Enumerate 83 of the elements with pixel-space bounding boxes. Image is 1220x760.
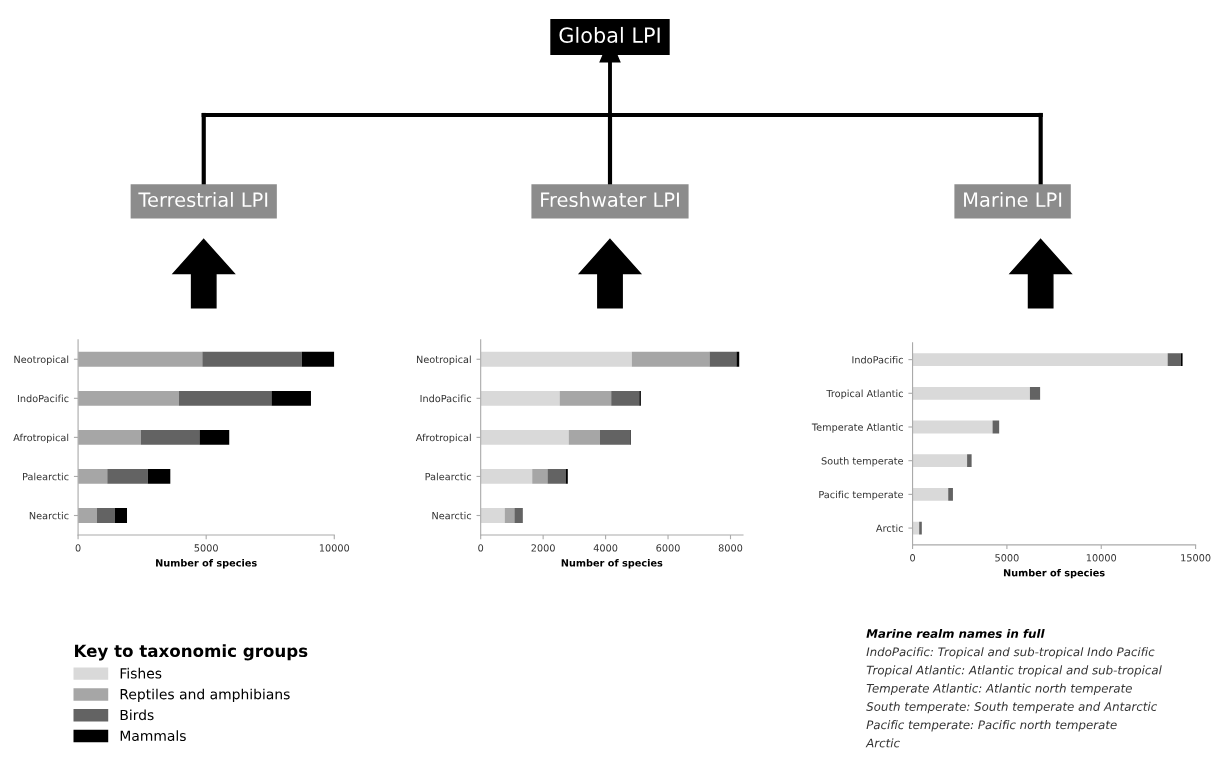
- bar: [599, 429, 631, 445]
- bar: [1029, 386, 1041, 400]
- bar: [1167, 353, 1181, 367]
- bar: [547, 469, 566, 484]
- x-tick-label: 0: [910, 554, 916, 562]
- text: Global LPI: [559, 26, 660, 44]
- bar: [114, 508, 128, 523]
- chart-title: Marine LPI: [964, 191, 1062, 208]
- legend-label: Mammals: [120, 730, 186, 742]
- bar: [967, 454, 972, 468]
- text: Marine realm names in full: [866, 628, 1045, 639]
- x-tick-label: 0: [478, 544, 484, 552]
- bar: [912, 353, 1168, 367]
- y-tick-label: Temperate Atlantic: [811, 423, 903, 433]
- x-tick-label: 2000: [531, 544, 555, 552]
- bar: [919, 521, 922, 535]
- bar: [912, 386, 1030, 400]
- x-tick-label: 10000: [319, 544, 350, 552]
- bar: [514, 508, 523, 523]
- bar: [301, 351, 335, 367]
- x-axis-title: Number of species: [156, 559, 257, 569]
- x-tick-label: 4000: [593, 544, 618, 552]
- bar: [107, 469, 148, 484]
- bar: [709, 351, 737, 367]
- y-tick-label: Palearctic: [425, 472, 472, 481]
- bar: [480, 390, 560, 406]
- text: Pacific temperate: Pacific north temperate: [866, 720, 1117, 732]
- y-tick-label: Nearctic: [432, 511, 472, 520]
- chart-title: Freshwater LPI: [541, 191, 679, 208]
- text: Tropical Atlantic: Atlantic tropical and sub-tropical: [866, 665, 1162, 677]
- bar: [504, 508, 515, 523]
- bar: [199, 429, 230, 445]
- bar: [568, 429, 600, 445]
- y-tick-label: Arctic: [875, 524, 903, 532]
- x-tick-label: 6000: [656, 544, 680, 552]
- y-tick-label: South temperate: [821, 456, 904, 467]
- bar: [912, 454, 968, 468]
- legend-label: Reptiles and amphibians: [120, 688, 290, 703]
- x-tick-label: 5000: [995, 554, 1019, 562]
- legend-title: Key to taxonomic groups: [75, 644, 308, 661]
- bar: [480, 351, 632, 367]
- bar: [948, 487, 953, 501]
- x-axis-title: Number of species: [1003, 568, 1105, 579]
- bar: [912, 487, 949, 501]
- bar: [147, 469, 171, 484]
- bar: [736, 351, 740, 367]
- x-tick-label: 10000: [1086, 554, 1117, 562]
- text: IndoPacific: Tropical and sub-tropical Indo Pacific: [866, 647, 1155, 659]
- y-tick-label: Tropical Atlantic: [826, 389, 903, 400]
- bar: [559, 390, 612, 406]
- bar: [178, 390, 272, 406]
- text: South temperate: South temperate and Antarctic: [866, 701, 1158, 714]
- legend-label: Fishes: [120, 667, 162, 679]
- x-tick-label: 15000: [1181, 554, 1211, 562]
- legend-label: Birds: [120, 709, 154, 721]
- x-tick-label: 0: [75, 544, 81, 552]
- y-tick-label: Afrotropical: [13, 433, 69, 444]
- bar: [202, 351, 302, 367]
- bar: [611, 390, 640, 406]
- bar: [271, 390, 311, 406]
- y-tick-label: IndoPacific: [420, 394, 472, 403]
- text: Temperate Atlantic: Atlantic north temperate: [866, 683, 1132, 696]
- y-tick-label: Nearctic: [29, 511, 69, 520]
- bar: [532, 469, 548, 484]
- x-axis-title: Number of species: [561, 559, 663, 569]
- chart-title: Terrestrial LPI: [138, 191, 268, 208]
- bar: [912, 420, 993, 434]
- x-tick-label: 5000: [194, 544, 218, 552]
- y-tick-label: IndoPacific: [852, 355, 903, 364]
- bar: [565, 469, 568, 484]
- y-tick-label: Neotropical: [14, 355, 69, 365]
- bar: [631, 351, 710, 367]
- bar: [140, 429, 200, 445]
- y-tick-label: Palearctic: [23, 472, 69, 481]
- bar: [480, 429, 569, 445]
- y-tick-label: Neotropical: [416, 355, 471, 365]
- x-tick-label: 8000: [718, 544, 743, 552]
- y-tick-label: Afrotropical: [415, 433, 471, 444]
- bar: [480, 508, 505, 523]
- y-tick-label: IndoPacific: [17, 394, 69, 403]
- bar: [480, 469, 533, 484]
- y-tick-label: Pacific temperate: [819, 490, 904, 501]
- bar: [96, 508, 115, 523]
